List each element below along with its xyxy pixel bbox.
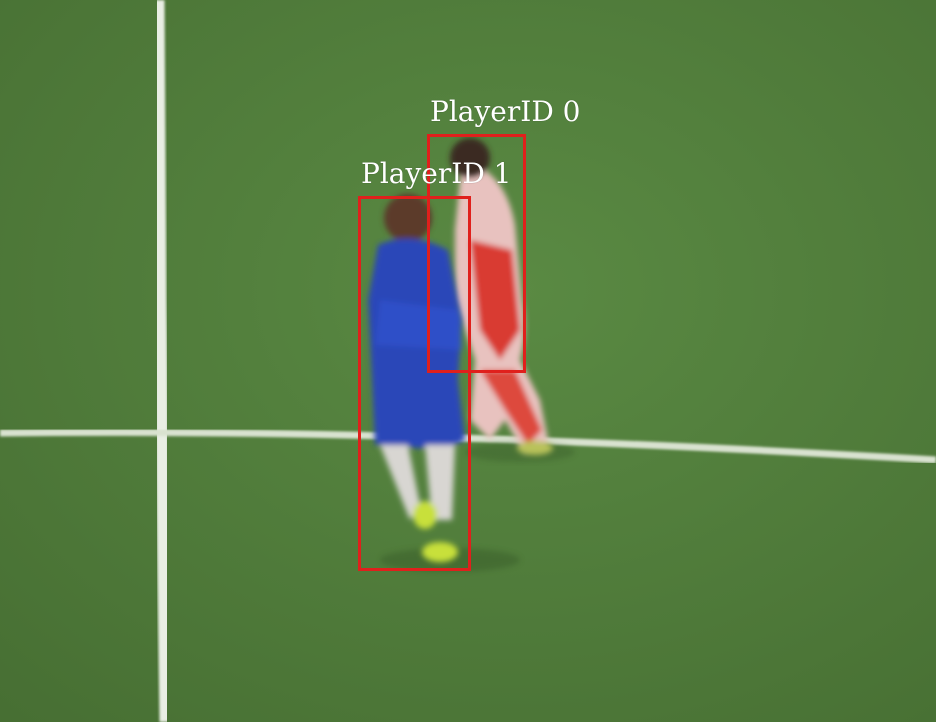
touchline-marking	[151, 0, 173, 722]
detection-label-player-1: PlayerID 1	[361, 157, 512, 190]
player-blue-kit	[368, 194, 465, 562]
detection-box-player-0	[427, 134, 526, 373]
detection-label-player-0: PlayerID 0	[430, 95, 581, 128]
player-red-kit	[450, 138, 553, 455]
detection-box-player-1	[358, 196, 471, 571]
